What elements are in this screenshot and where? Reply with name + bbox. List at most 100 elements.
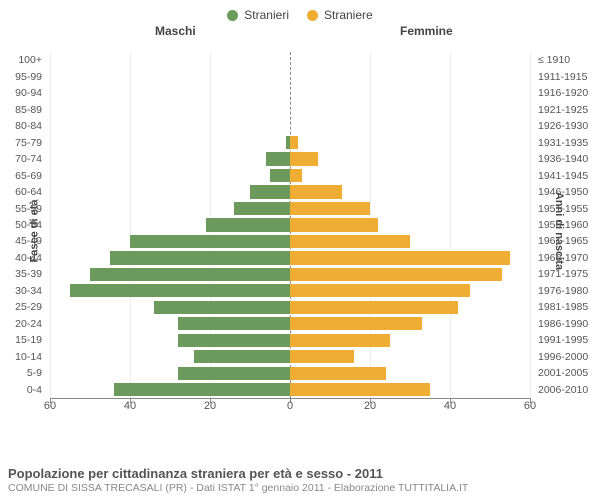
bar-female [290,251,510,264]
x-tick-label: 40 [124,400,136,412]
age-label: 100+ [0,52,46,68]
age-label: 80-84 [0,118,46,134]
x-tick-label: 20 [204,400,216,412]
pyramid-row [50,349,530,365]
birth-label: 1991-1995 [534,332,600,348]
birth-label: 1931-1935 [534,134,600,150]
pyramid-row [50,52,530,68]
pyramid-row [50,167,530,183]
bar-female [290,367,386,380]
bar-female [290,136,298,149]
legend-item-female: Straniere [307,8,373,22]
birth-label: 1926-1930 [534,118,600,134]
pyramid-row [50,85,530,101]
bar-male [70,284,290,297]
bar-male [194,350,290,363]
age-label: 75-79 [0,134,46,150]
birth-label: 1996-2000 [534,349,600,365]
bar-female [290,301,458,314]
bar-female [290,268,502,281]
caption: Popolazione per cittadinanza straniera p… [8,466,592,494]
bar-female [290,169,302,182]
bar-male [178,317,290,330]
x-tick-label: 60 [44,400,56,412]
bar-male [110,251,290,264]
caption-subtitle: COMUNE DI SISSA TRECASALI (PR) - Dati IS… [8,482,592,494]
legend-label-male: Stranieri [244,8,289,22]
pyramid-row [50,316,530,332]
bar-male [234,202,290,215]
birth-label: 2001-2005 [534,365,600,381]
pyramid-row [50,283,530,299]
birth-label: 1911-1915 [534,68,600,84]
caption-title: Popolazione per cittadinanza straniera p… [8,466,592,481]
pyramid-row [50,200,530,216]
birth-label: 1971-1975 [534,266,600,282]
bar-male [154,301,290,314]
age-label: 20-24 [0,316,46,332]
pyramid-row [50,217,530,233]
pyramid-row [50,382,530,398]
pyramid-row [50,134,530,150]
birth-label: 1921-1925 [534,101,600,117]
birth-label: 1966-1970 [534,250,600,266]
age-label: 55-59 [0,200,46,216]
bar-female [290,185,342,198]
pyramid-row [50,266,530,282]
legend-label-female: Straniere [324,8,373,22]
x-tick-label: 20 [364,400,376,412]
bar-female [290,235,410,248]
age-label: 30-34 [0,283,46,299]
header-female: Femmine [400,24,453,38]
bar-female [290,202,370,215]
pyramid-row [50,151,530,167]
x-tick-label: 0 [287,400,293,412]
gridline [530,52,531,398]
bar-female [290,317,422,330]
pyramid-row [50,68,530,84]
bar-female [290,284,470,297]
header-male: Maschi [155,24,196,38]
x-tick-label: 40 [444,400,456,412]
bar-male [178,334,290,347]
column-headers: Maschi Femmine [0,24,600,42]
pyramid-row [50,332,530,348]
age-label: 70-74 [0,151,46,167]
pyramid-row [50,233,530,249]
bar-male [206,218,290,231]
age-label: 35-39 [0,266,46,282]
age-label: 40-44 [0,250,46,266]
legend-item-male: Stranieri [227,8,289,22]
legend-swatch-female [307,10,318,21]
age-label: 50-54 [0,217,46,233]
birth-label: 1981-1985 [534,299,600,315]
age-label: 45-49 [0,233,46,249]
legend-swatch-male [227,10,238,21]
plot-area [50,52,530,398]
birth-label: ≤ 1910 [534,52,600,68]
age-label: 15-19 [0,332,46,348]
x-tick-label: 60 [524,400,536,412]
birth-label: 1941-1945 [534,167,600,183]
bar-female [290,152,318,165]
pyramid-row [50,299,530,315]
age-label: 25-29 [0,299,46,315]
age-label: 90-94 [0,85,46,101]
birth-label: 1916-1920 [534,85,600,101]
birth-label: 1951-1955 [534,200,600,216]
pyramid-chart: Fasce di età Anni di nascita 60402002040… [0,42,600,420]
bar-male [130,235,290,248]
birth-label: 1936-1940 [534,151,600,167]
birth-label: 1956-1960 [534,217,600,233]
birth-label: 2006-2010 [534,382,600,398]
pyramid-row [50,101,530,117]
pyramid-row [50,250,530,266]
pyramid-row [50,184,530,200]
pyramid-row [50,365,530,381]
birth-label: 1976-1980 [534,283,600,299]
age-label: 85-89 [0,101,46,117]
bar-male [250,185,290,198]
bar-female [290,218,378,231]
age-label: 60-64 [0,184,46,200]
birth-label: 1986-1990 [534,316,600,332]
